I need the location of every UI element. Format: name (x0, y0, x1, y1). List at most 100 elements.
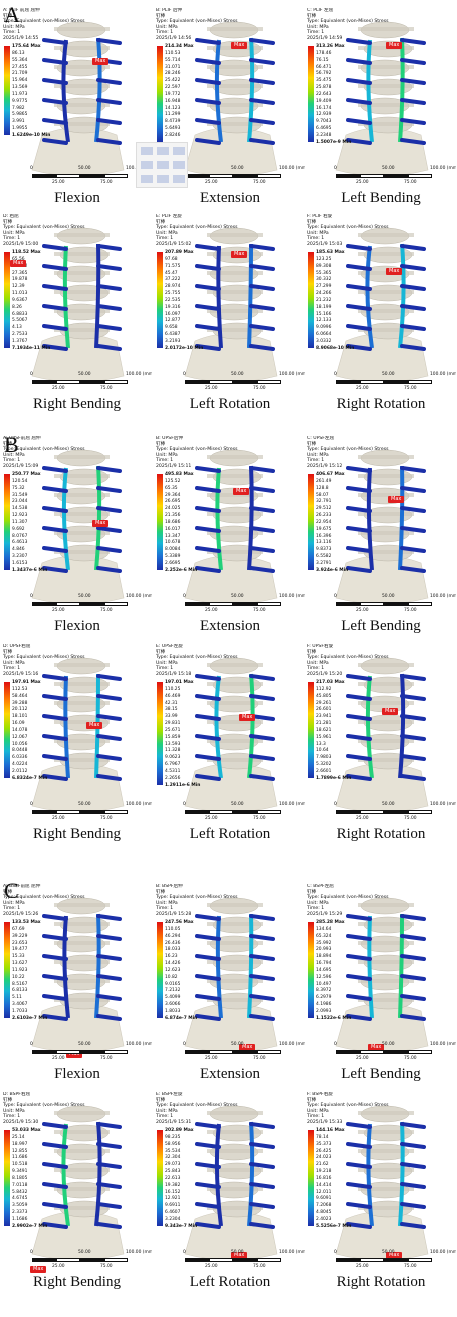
header-line: 2025/1/9 15:31 (156, 1119, 192, 1125)
header-line: Unit: MPa (3, 24, 25, 30)
header-line: Time: 1 (307, 1114, 325, 1120)
spine-model (335, 1105, 429, 1261)
header-line: 2025/1/9 15:30 (3, 1119, 39, 1125)
panel-header: F: BSPF右旋 钉棒 Type: Equivalent (von-Mises) … (307, 1092, 389, 1126)
legend-value: 24.023 (316, 1155, 332, 1161)
legend-value: 15.964 (12, 78, 28, 84)
scale-bar: 0 50.00 100.00 (mm) 25.00 75.00 (334, 802, 456, 822)
legend-value: 13.627 (12, 961, 28, 967)
legend-value: 32.791 (316, 499, 332, 505)
legend-colorbar (157, 1130, 163, 1226)
legend-value: 19.382 (165, 1182, 181, 1188)
legend-value: 13.347 (165, 533, 181, 539)
legend-value: 3.2193 (165, 338, 181, 344)
header-line: Type: Equivalent (von-Mises) Stress (156, 225, 238, 231)
scale-label: 50.00 (231, 166, 244, 171)
panel-caption: Extension (200, 190, 260, 206)
panel-header: A: BSPF前屈 屈伸 钉棒 Type: Equivalent (von-Mise… (3, 884, 85, 918)
legend-value: 37.222 (165, 277, 181, 283)
legend-value: 29.512 (316, 506, 332, 512)
legend-value: 16.948 (165, 98, 181, 104)
legend-value: 15.859 (165, 734, 181, 740)
legend-value: 10.497 (316, 981, 332, 987)
legend-colorbar (4, 252, 10, 348)
header-line: Unit: MPa (156, 230, 178, 236)
legend-value: 21.281 (316, 721, 332, 727)
legend-value: 15.166 (316, 311, 332, 317)
legend-value: 2.7533 (12, 332, 28, 338)
legend-value: 20.112 (12, 707, 28, 713)
legend-value: 5.4099 (165, 995, 181, 1001)
legend-value: 6.8833 (12, 311, 28, 317)
scale-label: 50.00 (78, 594, 91, 599)
panel-caption: Left Rotation (189, 396, 271, 412)
legend-value: 26.436 (165, 940, 181, 946)
scale-label: 100.00 (mm) (279, 802, 305, 807)
scale-label: 0 (334, 1042, 337, 1047)
legend-value: 10.678 (165, 540, 181, 546)
legend-value: 7.0118 (12, 1182, 28, 1188)
scale-label: 75.00 (253, 1264, 266, 1269)
legend-value: 26.425 (316, 1148, 332, 1154)
legend-colorbar (4, 46, 10, 136)
panel-header: B: PLIF 后伸 钉棒 Type: Equivalent (von-Mises)… (156, 8, 238, 42)
scale-label: 75.00 (404, 180, 417, 185)
spine-model (31, 1105, 125, 1261)
scale-label: 0 (183, 594, 186, 599)
legend-value: 4.1986 (316, 1002, 332, 1008)
header-line: 2025/1/9 14:55 (3, 35, 39, 41)
legend-value: 2.8246 (165, 132, 181, 138)
fea-render (155, 436, 305, 618)
legend-value: 21.356 (165, 513, 181, 519)
header-line: 2025/1/9 15:18 (156, 671, 192, 677)
legend-value: 7.9803 (316, 755, 332, 761)
max-stress-marker: Max (231, 251, 248, 258)
legend-min: 1.3437e-6 Min (12, 567, 48, 573)
legend-value: 9.692 (12, 526, 25, 532)
max-stress-marker: Max (92, 520, 109, 527)
header-line: E: PLIF 左旋 (156, 214, 182, 219)
header-line: Type: Equivalent (von-Mises) Stress (307, 447, 389, 453)
legend-colorbar (308, 1130, 314, 1226)
header-line: 2025/1/9 15:16 (3, 671, 39, 677)
fea-render (2, 8, 152, 190)
header-line: 钉棒 (3, 889, 13, 895)
panel-caption: Left Rotation (189, 1274, 271, 1290)
legend-value: 9.7043 (316, 119, 332, 125)
legend-value: 30.332 (316, 277, 332, 283)
header-line: 钉棒 (156, 649, 166, 655)
header-line: Type: Equivalent (von-Mises) Stress (307, 225, 389, 231)
legend-value: 28.974 (165, 284, 181, 290)
legend-value: 9.658 (165, 325, 178, 331)
legend-value: 27.365 (12, 270, 28, 276)
spine-model (31, 21, 125, 177)
legend-min: 2.6103e-7 Min (12, 1015, 48, 1021)
legend-value: 6.5582 (316, 554, 332, 560)
legend-value: 27.299 (316, 284, 332, 290)
header-line: Unit: MPa (307, 1108, 329, 1114)
panel-header: A: PLIF 前屈 屈伸 钉棒 Type: Equivalent (von-Mis… (3, 8, 85, 42)
scale-label: 75.00 (404, 608, 417, 613)
header-line: 钉棒 (3, 441, 13, 447)
header-line: Unit: MPa (307, 452, 329, 458)
legend-value: 8.3972 (316, 988, 332, 994)
legend-min: 7.1934e-11 Min (12, 345, 51, 351)
scale-bar: 0 50.00 100.00 (mm) 25.00 75.00 (334, 594, 456, 614)
legend-value: 3.2307 (12, 554, 28, 560)
header-line: Type: Equivalent (von-Mises) Stress (307, 895, 389, 901)
header-line: 钉棒 (156, 219, 166, 225)
scale-label: 25.00 (356, 180, 369, 185)
legend-value: 29.831 (165, 721, 181, 727)
legend-value: 125.52 (165, 478, 181, 484)
legend-max: 202.89 Max (165, 1128, 194, 1133)
scale-label: 50.00 (78, 166, 91, 171)
legend-values: 207.89 Max 97.68 71.575 45.47 37.222 28.974 25… (165, 250, 203, 353)
legend-colorbar (157, 474, 163, 570)
legend-max: 197.01 Max (165, 680, 194, 685)
scale-label: 50.00 (231, 1250, 244, 1255)
header-line: 钉棒 (156, 441, 166, 447)
scale-label: 50.00 (231, 802, 244, 807)
header-line: Type: Equivalent (von-Mises) Stress (156, 447, 238, 453)
legend-values: 202.89 Max 98.235 58.956 35.534 32.304 29.073… (165, 1128, 197, 1231)
legend-min: 8.9068e-10 Min (316, 345, 355, 351)
